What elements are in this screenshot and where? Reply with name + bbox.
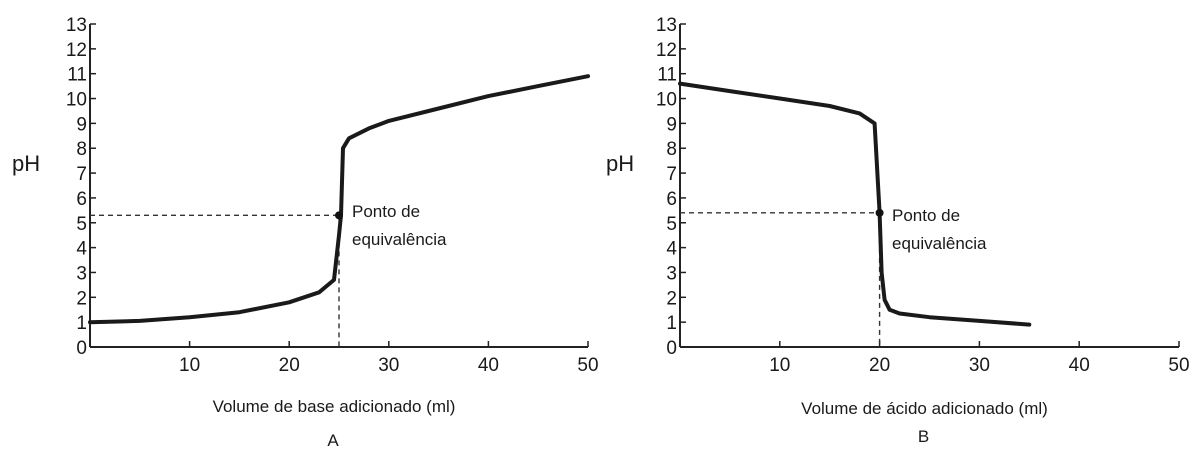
y-tick-label: 3 (666, 263, 677, 284)
y-tick-label: 1 (666, 313, 677, 334)
x-tick-label: 20 (869, 355, 890, 376)
y-tick-label: 12 (66, 40, 87, 61)
y-tick-label: 8 (666, 139, 677, 160)
titration-curve (88, 74, 590, 325)
y-tick-label: 7 (76, 164, 87, 185)
equivalence-annotation-line1: Ponto de (892, 206, 960, 225)
y-tick-label: 13 (66, 15, 87, 36)
y-tick-label: 9 (666, 114, 677, 135)
x-tick-label: 50 (577, 355, 598, 376)
y-tick-label: 6 (666, 189, 677, 210)
y-tick-label: 5 (666, 214, 677, 235)
y-axis-label: pH (12, 151, 40, 176)
x-tick-label: 10 (179, 355, 200, 376)
y-tick-label: 0 (666, 338, 677, 359)
y-tick-label: 11 (67, 65, 87, 86)
y-tick-label: 6 (76, 189, 87, 210)
y-tick-label: 12 (656, 40, 677, 61)
y-tick-label: 9 (76, 114, 87, 135)
x-tick-label: 10 (769, 355, 790, 376)
y-tick-label: 4 (76, 239, 87, 260)
x-axis-label: Volume de ácido adicionado (ml) (801, 399, 1048, 418)
panel-label: B (918, 427, 929, 446)
y-tick-label: 7 (666, 164, 677, 185)
y-tick-label: 10 (656, 90, 677, 111)
y-axis-label: pH (606, 151, 634, 176)
equivalence-annotation-line1: Ponto de (352, 202, 420, 221)
y-tick-label: 5 (76, 214, 87, 235)
equivalence-point-marker (875, 208, 884, 217)
y-tick-label: 1 (76, 313, 87, 334)
x-tick-label: 30 (969, 355, 990, 376)
x-tick-label: 40 (478, 355, 499, 376)
x-tick-label: 20 (279, 355, 300, 376)
x-tick-label: 50 (1168, 355, 1189, 376)
y-tick-label: 13 (656, 15, 677, 36)
x-tick-label: 40 (1069, 355, 1090, 376)
panel-label: A (327, 431, 339, 450)
equivalence-annotation-line2: equivalência (352, 230, 447, 249)
y-tick-label: 4 (666, 239, 677, 260)
equivalence-annotation-line2: equivalência (892, 234, 987, 253)
titration-curve (678, 81, 1032, 327)
y-tick-label: 3 (76, 263, 87, 284)
y-tick-label: 2 (76, 288, 87, 309)
y-tick-label: 11 (657, 65, 677, 86)
y-tick-label: 10 (66, 90, 87, 111)
y-tick-label: 0 (76, 338, 87, 359)
y-tick-label: 8 (76, 139, 87, 160)
x-tick-label: 30 (378, 355, 399, 376)
x-axis-label: Volume de base adicionado (ml) (213, 397, 456, 416)
equivalence-point-marker (335, 211, 343, 220)
y-tick-label: 2 (666, 288, 677, 309)
